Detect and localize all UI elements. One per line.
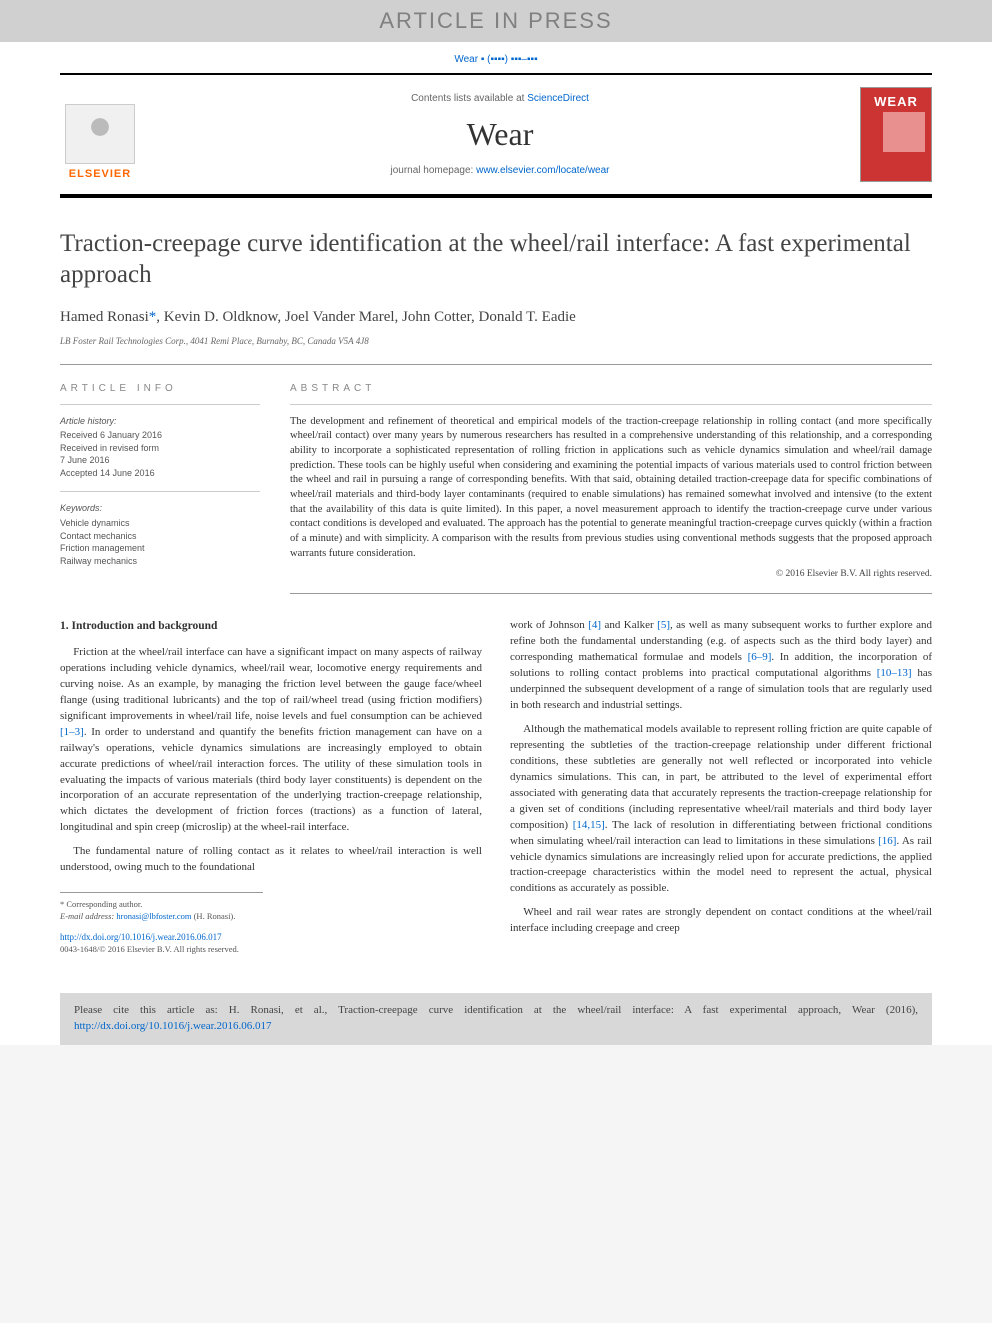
journal-cover-thumbnail: WEAR: [860, 87, 932, 182]
text-run: . In order to understand and quantify th…: [60, 726, 482, 834]
email-link[interactable]: hronasi@lbfoster.com: [116, 911, 191, 921]
journal-header: ELSEVIER Contents lists available at Sci…: [60, 73, 932, 198]
reference-link[interactable]: [1–3]: [60, 726, 84, 738]
revised-line2: 7 June 2016: [60, 454, 260, 467]
sciencedirect-link[interactable]: ScienceDirect: [527, 93, 589, 104]
reference-link[interactable]: [16]: [878, 835, 896, 847]
abstract-text: The development and refinement of theore…: [290, 415, 932, 562]
authors-rest: , Kevin D. Oldknow, Joel Vander Marel, J…: [156, 309, 576, 325]
body-paragraph: Although the mathematical models availab…: [510, 722, 932, 897]
body-paragraph: Friction at the wheel/rail interface can…: [60, 645, 482, 836]
body-two-column: 1. Introduction and background Friction …: [60, 618, 932, 955]
article-title: Traction-creepage curve identification a…: [60, 228, 932, 291]
body-paragraph: Wheel and rail wear rates are strongly d…: [510, 905, 932, 937]
elsevier-logo: ELSEVIER: [60, 90, 140, 180]
abstract-column: ABSTRACT The development and refinement …: [290, 383, 932, 595]
issn-line: 0043-1648/© 2016 Elsevier B.V. All right…: [60, 944, 263, 956]
email-label: E-mail address:: [60, 911, 116, 921]
info-divider: [60, 404, 260, 405]
text-run: work of Johnson: [510, 619, 588, 631]
doi-line: http://dx.doi.org/10.1016/j.wear.2016.06…: [60, 931, 263, 944]
abstract-divider: [290, 404, 932, 405]
reference-link[interactable]: [5]: [657, 619, 670, 631]
contents-prefix: Contents lists available at: [411, 93, 527, 104]
text-run: Friction at the wheel/rail interface can…: [60, 646, 482, 722]
journal-name: Wear: [160, 116, 840, 153]
authors-line: Hamed Ronasi*, Kevin D. Oldknow, Joel Va…: [60, 309, 932, 326]
abstract-heading: ABSTRACT: [290, 383, 932, 394]
cite-doi-link[interactable]: http://dx.doi.org/10.1016/j.wear.2016.06…: [74, 1020, 271, 1032]
affiliation: LB Foster Rail Technologies Corp., 4041 …: [60, 336, 932, 346]
revised-line1: Received in revised form: [60, 442, 260, 455]
elsevier-wordmark: ELSEVIER: [69, 168, 131, 180]
journal-homepage-line: journal homepage: www.elsevier.com/locat…: [160, 165, 840, 176]
homepage-prefix: journal homepage:: [390, 165, 476, 176]
cover-block-decoration: [883, 112, 925, 152]
history-label: Article history:: [60, 415, 260, 428]
reference-link[interactable]: [6–9]: [748, 651, 772, 663]
body-column-right: work of Johnson [4] and Kalker [5], as w…: [510, 618, 932, 955]
elsevier-tree-icon: [65, 104, 135, 164]
section-heading: 1. Introduction and background: [60, 618, 482, 635]
abstract-bottom-rule: [290, 593, 932, 594]
text-run: Although the mathematical models availab…: [510, 723, 932, 831]
body-paragraph: work of Johnson [4] and Kalker [5], as w…: [510, 618, 932, 714]
email-footnote: E-mail address: hronasi@lbfoster.com (H.…: [60, 911, 263, 923]
accepted-date: Accepted 14 June 2016: [60, 467, 260, 480]
corresponding-footnote: * Corresponding author.: [60, 899, 263, 911]
header-rule-thick: [60, 194, 932, 198]
citation-header: Wear ▪ (▪▪▪▪) ▪▪▪–▪▪▪: [0, 42, 992, 73]
contents-available-line: Contents lists available at ScienceDirec…: [160, 93, 840, 104]
received-date: Received 6 January 2016: [60, 429, 260, 442]
keyword: Friction management: [60, 542, 260, 555]
cite-text: Please cite this article as: H. Ronasi, …: [74, 1004, 918, 1016]
header-rule: [60, 73, 932, 75]
article-in-press-banner: ARTICLE IN PRESS: [0, 0, 992, 42]
footnotes-block: * Corresponding author. E-mail address: …: [60, 892, 263, 955]
article-info-heading: ARTICLE INFO: [60, 383, 260, 394]
keyword: Vehicle dynamics: [60, 517, 260, 530]
reference-link[interactable]: [4]: [588, 619, 601, 631]
keyword: Railway mechanics: [60, 555, 260, 568]
author-first: Hamed Ronasi: [60, 309, 149, 325]
article-info-sidebar: ARTICLE INFO Article history: Received 6…: [60, 383, 260, 595]
text-run: and Kalker: [601, 619, 657, 631]
cover-title: WEAR: [861, 94, 931, 109]
reference-link[interactable]: [10–13]: [877, 667, 912, 679]
body-column-left: 1. Introduction and background Friction …: [60, 618, 482, 955]
citation-box: Please cite this article as: H. Ronasi, …: [60, 993, 932, 1045]
homepage-link[interactable]: www.elsevier.com/locate/wear: [476, 165, 609, 176]
reference-link[interactable]: [14,15]: [573, 819, 605, 831]
doi-link[interactable]: http://dx.doi.org/10.1016/j.wear.2016.06…: [60, 932, 222, 942]
info-divider: [60, 491, 260, 492]
keywords-label: Keywords:: [60, 502, 260, 515]
email-suffix: (H. Ronasi).: [191, 911, 235, 921]
body-paragraph: The fundamental nature of rolling contac…: [60, 844, 482, 876]
keyword: Contact mechanics: [60, 530, 260, 543]
abstract-copyright: © 2016 Elsevier B.V. All rights reserved…: [290, 569, 932, 579]
